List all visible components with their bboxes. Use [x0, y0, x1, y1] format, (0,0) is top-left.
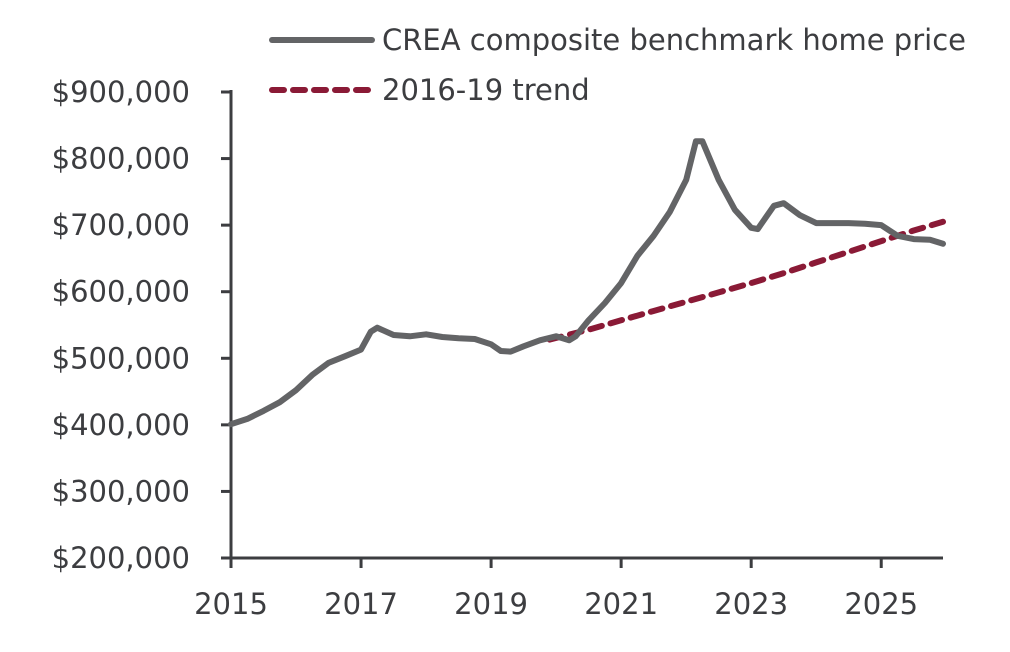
y-tick-label: $700,000 [52, 208, 190, 242]
x-tick-label: 2015 [194, 587, 268, 621]
axes: $200,000 $300,000 $400,000 $500,000 $600,000… [52, 75, 943, 621]
y-tick-label: $600,000 [52, 275, 190, 309]
x-tick-label: 2017 [324, 587, 398, 621]
series-group [228, 138, 946, 428]
y-tick-label: $400,000 [52, 408, 190, 442]
x-tick-label: 2025 [844, 587, 918, 621]
series-line-trend [546, 218, 946, 343]
y-tick-label: $900,000 [52, 75, 190, 109]
x-tick-label: 2019 [454, 587, 528, 621]
y-tick-label: $800,000 [52, 142, 190, 176]
legend: CREA composite benchmark home price 2016… [269, 23, 966, 107]
y-tick-label: $500,000 [52, 341, 190, 375]
legend-label-price: CREA composite benchmark home price [382, 23, 966, 57]
series-line-price [228, 138, 946, 428]
legend-label-trend: 2016-19 trend [382, 73, 590, 107]
x-tick-label: 2023 [714, 587, 788, 621]
y-tick-label: $200,000 [52, 541, 190, 575]
y-tick-label: $300,000 [52, 474, 190, 508]
x-tick-label: 2021 [584, 587, 658, 621]
